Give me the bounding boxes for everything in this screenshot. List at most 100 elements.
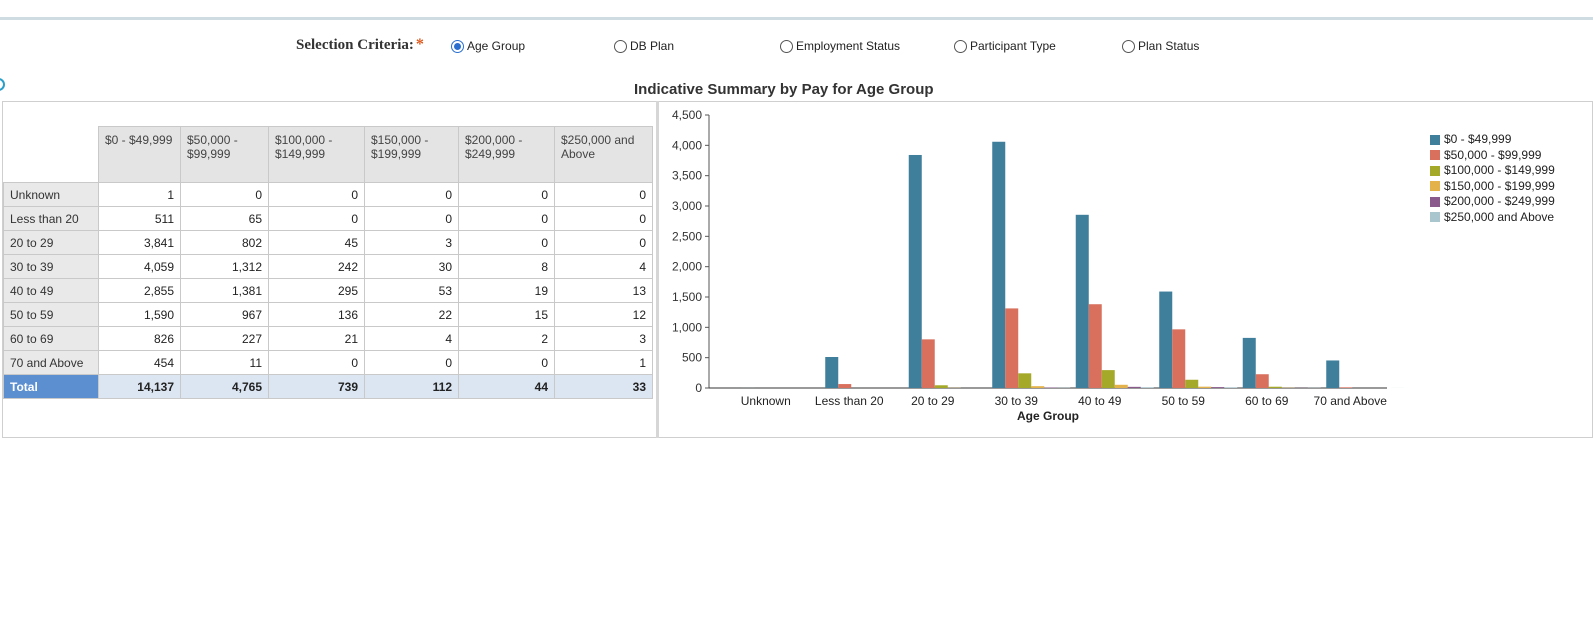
bar-chart: 0 500 1,000 1,500 2,000 2,500 3,000 3,500 4,000 4… [672,108,1405,423]
bar [921,339,935,388]
table-cell: 0 [458,350,555,375]
radio-circle-icon [451,39,464,53]
total-label: Total [3,374,99,399]
required-mark: * [415,36,424,53]
table-cell: 13 [554,278,653,303]
y-tick-label: 1,500 [672,290,702,304]
table-cell: 0 [458,182,555,207]
table-cell: 1,312 [180,254,269,279]
bar [1326,360,1340,388]
legend-item: $0 - $49,999 [1430,132,1555,148]
bar [1075,214,1089,388]
table-cell: 0 [268,182,365,207]
top-divider [0,17,1593,20]
table-corner [3,126,99,183]
radio-age-group[interactable]: Age Group [451,39,525,53]
bar [1140,387,1154,388]
table-cell: 511 [98,206,181,231]
bar [1101,370,1115,388]
y-tick-label: 4,000 [672,138,702,152]
radio-plan-status[interactable]: Plan Status [1122,39,1199,53]
table-cell: 4 [554,254,653,279]
bar [1018,373,1032,388]
radio-circle-icon [780,39,793,53]
bar [838,384,852,388]
column-header: $150,000 - $199,999 [364,126,459,183]
radio-participant-type[interactable]: Participant Type [954,39,1056,53]
table-cell: 0 [268,350,365,375]
radio-circle-icon [1122,39,1135,53]
bar [1185,379,1199,388]
table-cell: 826 [98,326,181,351]
radio-label: Age Group [467,39,526,53]
legend-swatch [1430,150,1440,161]
y-tick-label: 0 [695,381,702,395]
info-icon[interactable] [0,78,5,91]
table-cell: 0 [180,182,269,207]
table-row: Less than 20 511 65 0 0 0 0 [3,206,653,231]
legend-swatch [1430,134,1440,145]
row-header: 30 to 39 [3,254,99,279]
table-cell: 65 [180,206,269,231]
table-cell: 2 [458,326,555,351]
table-cell: 45 [268,230,365,255]
table-cell: 4 [364,326,459,351]
table-cell: 1,381 [180,278,269,303]
row-header: Unknown [3,182,99,207]
table-cell: 0 [458,206,555,231]
bar [992,141,1006,388]
x-tick-label: 60 to 69 [1245,394,1289,408]
bar [1211,387,1225,388]
column-header: $50,000 - $99,999 [180,126,269,183]
legend-swatch [1430,196,1440,207]
table-cell: 967 [180,302,269,327]
column-header: $0 - $49,999 [98,126,181,183]
y-tick-label: 2,500 [672,229,702,243]
row-header: 20 to 29 [3,230,99,255]
table-cell: 295 [268,278,365,303]
panel-divider [656,101,659,438]
legend-swatch [1430,181,1440,192]
radio-label: Employment Status [796,39,901,53]
table-row: 40 to 49 2,855 1,381 295 53 19 13 [3,278,653,303]
bar [1088,304,1102,388]
legend-label: $100,000 - $149,999 [1444,163,1555,177]
table-cell: 112 [364,374,459,399]
legend-label: $150,000 - $199,999 [1444,178,1555,193]
bar [1339,387,1353,388]
legend-swatch [1430,165,1440,176]
table-cell: 3 [554,326,653,351]
y-tick-label: 3,500 [672,169,702,183]
table-row: 30 to 39 4,059 1,312 242 30 8 4 [3,254,653,279]
table-row: 70 and Above 454 11 0 0 0 1 [3,350,653,375]
table-row: 20 to 29 3,841 802 45 3 0 0 [3,230,653,255]
bar [1114,384,1128,388]
legend-item: $50,000 - $99,999 [1430,148,1555,164]
radio-label: Participant Type [970,39,1056,53]
y-tick-label: 1,000 [672,320,702,334]
table-cell: 0 [554,230,653,255]
radio-db-plan[interactable]: DB Plan [614,39,674,53]
table-cell: 0 [554,182,653,207]
selection-criteria: Selection Criteria: * Age Group DB Plan E… [296,34,1296,58]
table-cell: 1,590 [98,302,181,327]
bar [1159,291,1173,388]
table-cell: 11 [180,350,269,375]
chart-legend: $0 - $49,999 $50,000 - $99,999 $100,000 - … [1430,132,1555,225]
row-header: 40 to 49 [3,278,99,303]
bar [908,154,922,388]
column-header: $250,000 and Above [554,126,653,183]
radio-circle-icon [614,39,627,53]
y-tick-label: 3,000 [672,199,702,213]
radio-employment-status[interactable]: Employment Status [780,39,900,53]
table-cell: 454 [98,350,181,375]
legend-label: $0 - $49,999 [1444,132,1512,146]
x-tick-label: 30 to 39 [995,394,1039,408]
selection-criteria-label: Selection Criteria: * [296,36,424,53]
table-cell: 21 [268,326,365,351]
table-cell: 0 [364,206,459,231]
bar [1268,386,1282,388]
x-tick-label: 20 to 29 [911,394,955,408]
table-row: Unknown 1 0 0 0 0 0 [3,182,653,207]
table-cell: 3 [364,230,459,255]
